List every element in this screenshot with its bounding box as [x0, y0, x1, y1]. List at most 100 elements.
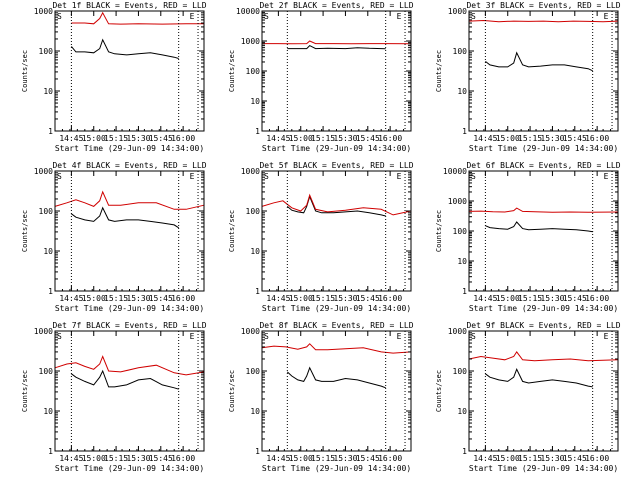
panel-title: Det 1f BLACK = Events, RED = LLD	[52, 1, 206, 10]
x-axis-label: Start Time (29-Jun-09 14:34:00)	[55, 464, 204, 473]
series-lld-line	[261, 193, 412, 216]
x-tick-label: 16:00	[378, 454, 402, 463]
marker-s-label: S	[57, 12, 62, 21]
y-tick-label: 1	[48, 447, 53, 456]
series-lld-line	[261, 343, 412, 354]
series-lld-line	[54, 190, 205, 210]
y-tick-label: 1	[462, 447, 467, 456]
y-axis-label: Counts/sec	[435, 210, 443, 252]
panel-det-7: Det 7f BLACK = Events, RED = LLD S E 1 10 100…	[21, 321, 207, 473]
y-axis-label: Counts/sec	[228, 50, 236, 92]
y-tick-label: 10	[43, 407, 53, 416]
x-tick-label: 16:00	[171, 134, 195, 143]
y-tick-label: 100	[246, 207, 261, 216]
marker-s-label: S	[264, 12, 269, 21]
y-axis-label: Counts/sec	[21, 50, 29, 92]
y-tick-label: 100	[453, 367, 468, 376]
y-tick-label: 1000	[448, 327, 467, 336]
x-tick-label: 14:45	[473, 134, 497, 143]
x-tick-label: 14:45	[59, 454, 83, 463]
x-tick-label: 15:30	[333, 134, 357, 143]
x-tick-label: 15:00	[496, 294, 520, 303]
plot-frame	[54, 10, 205, 132]
x-tick-label: 15:30	[126, 294, 150, 303]
marker-s-label: S	[471, 172, 476, 181]
x-tick-label: 15:30	[540, 454, 564, 463]
x-tick-label: 15:15	[311, 454, 335, 463]
y-axis-label: Counts/sec	[228, 210, 236, 252]
marker-s-label: S	[264, 332, 269, 341]
y-tick-label: 10	[457, 257, 467, 266]
series-events-line	[485, 221, 593, 233]
plot-frame	[261, 170, 412, 292]
series-events-line	[286, 366, 386, 389]
y-tick-label: 10	[43, 87, 53, 96]
y-axis-label: Counts/sec	[228, 370, 236, 412]
x-tick-label: 15:15	[311, 294, 335, 303]
y-tick-label: 10	[250, 407, 260, 416]
y-tick-label: 100	[453, 227, 468, 236]
x-tick-label: 15:45	[356, 454, 380, 463]
y-tick-label: 1	[255, 287, 260, 296]
panel-det-1: Det 1f BLACK = Events, RED = LLD S E 1 10 100…	[21, 1, 207, 153]
x-tick-label: 15:15	[518, 134, 542, 143]
y-tick-label: 1	[48, 287, 53, 296]
series-lld-line	[54, 355, 205, 376]
series-events-line	[287, 44, 386, 50]
y-tick-label: 1000	[241, 167, 260, 176]
y-axis-label: Counts/sec	[21, 370, 29, 412]
y-tick-label: 10000	[443, 167, 467, 176]
x-tick-label: 15:30	[126, 134, 150, 143]
x-axis-label: Start Time (29-Jun-09 14:34:00)	[262, 144, 411, 153]
series-lld-line	[262, 40, 412, 45]
panel-title: Det 8f BLACK = Events, RED = LLD	[259, 321, 413, 330]
y-tick-label: 10	[250, 247, 260, 256]
series-lld-line	[468, 351, 619, 362]
x-tick-label: 15:45	[563, 454, 587, 463]
series-events-line	[71, 38, 179, 59]
y-tick-label: 1	[462, 287, 467, 296]
panel-title: Det 5f BLACK = Events, RED = LLD	[259, 161, 413, 170]
marker-e-label: E	[397, 12, 402, 21]
x-tick-label: 15:30	[333, 294, 357, 303]
y-tick-label: 1000	[241, 327, 260, 336]
marker-e-label: E	[190, 172, 195, 181]
y-tick-label: 1000	[448, 197, 467, 206]
y-tick-label: 100	[39, 367, 54, 376]
y-tick-label: 10	[457, 87, 467, 96]
panel-det-9: Det 9f BLACK = Events, RED = LLD S E 1 10 100…	[435, 321, 621, 473]
y-tick-label: 1000	[34, 167, 53, 176]
plot-frame	[261, 10, 412, 132]
x-tick-label: 16:00	[378, 134, 402, 143]
x-tick-label: 15:00	[82, 134, 106, 143]
y-tick-label: 1	[48, 127, 53, 136]
y-tick-label: 1	[255, 127, 260, 136]
x-tick-label: 15:30	[126, 454, 150, 463]
y-axis-label: Counts/sec	[435, 370, 443, 412]
x-tick-label: 14:45	[473, 454, 497, 463]
panel-title: Det 7f BLACK = Events, RED = LLD	[52, 321, 206, 330]
x-tick-label: 15:45	[563, 294, 587, 303]
panel-det-2: Det 2f BLACK = Events, RED = LLD S E 1 10 100…	[228, 1, 414, 153]
x-axis-label: Start Time (29-Jun-09 14:34:00)	[55, 144, 204, 153]
x-tick-label: 15:45	[149, 134, 173, 143]
x-tick-label: 16:00	[378, 294, 402, 303]
plot-frame	[54, 170, 205, 292]
x-axis-label: Start Time (29-Jun-09 14:34:00)	[469, 144, 618, 153]
y-tick-label: 100	[246, 67, 261, 76]
x-tick-label: 14:45	[266, 134, 290, 143]
x-tick-label: 15:15	[104, 134, 128, 143]
panel-title: Det 2f BLACK = Events, RED = LLD	[259, 1, 413, 10]
x-tick-label: 15:00	[289, 454, 313, 463]
plot-frame	[468, 170, 619, 292]
x-tick-label: 14:45	[266, 294, 290, 303]
series-lld-line	[468, 19, 619, 23]
x-tick-label: 14:45	[473, 294, 497, 303]
marker-e-label: E	[604, 332, 609, 341]
y-tick-label: 1	[462, 127, 467, 136]
x-tick-label: 15:15	[311, 134, 335, 143]
x-tick-label: 16:00	[171, 294, 195, 303]
marker-s-label: S	[471, 332, 476, 341]
